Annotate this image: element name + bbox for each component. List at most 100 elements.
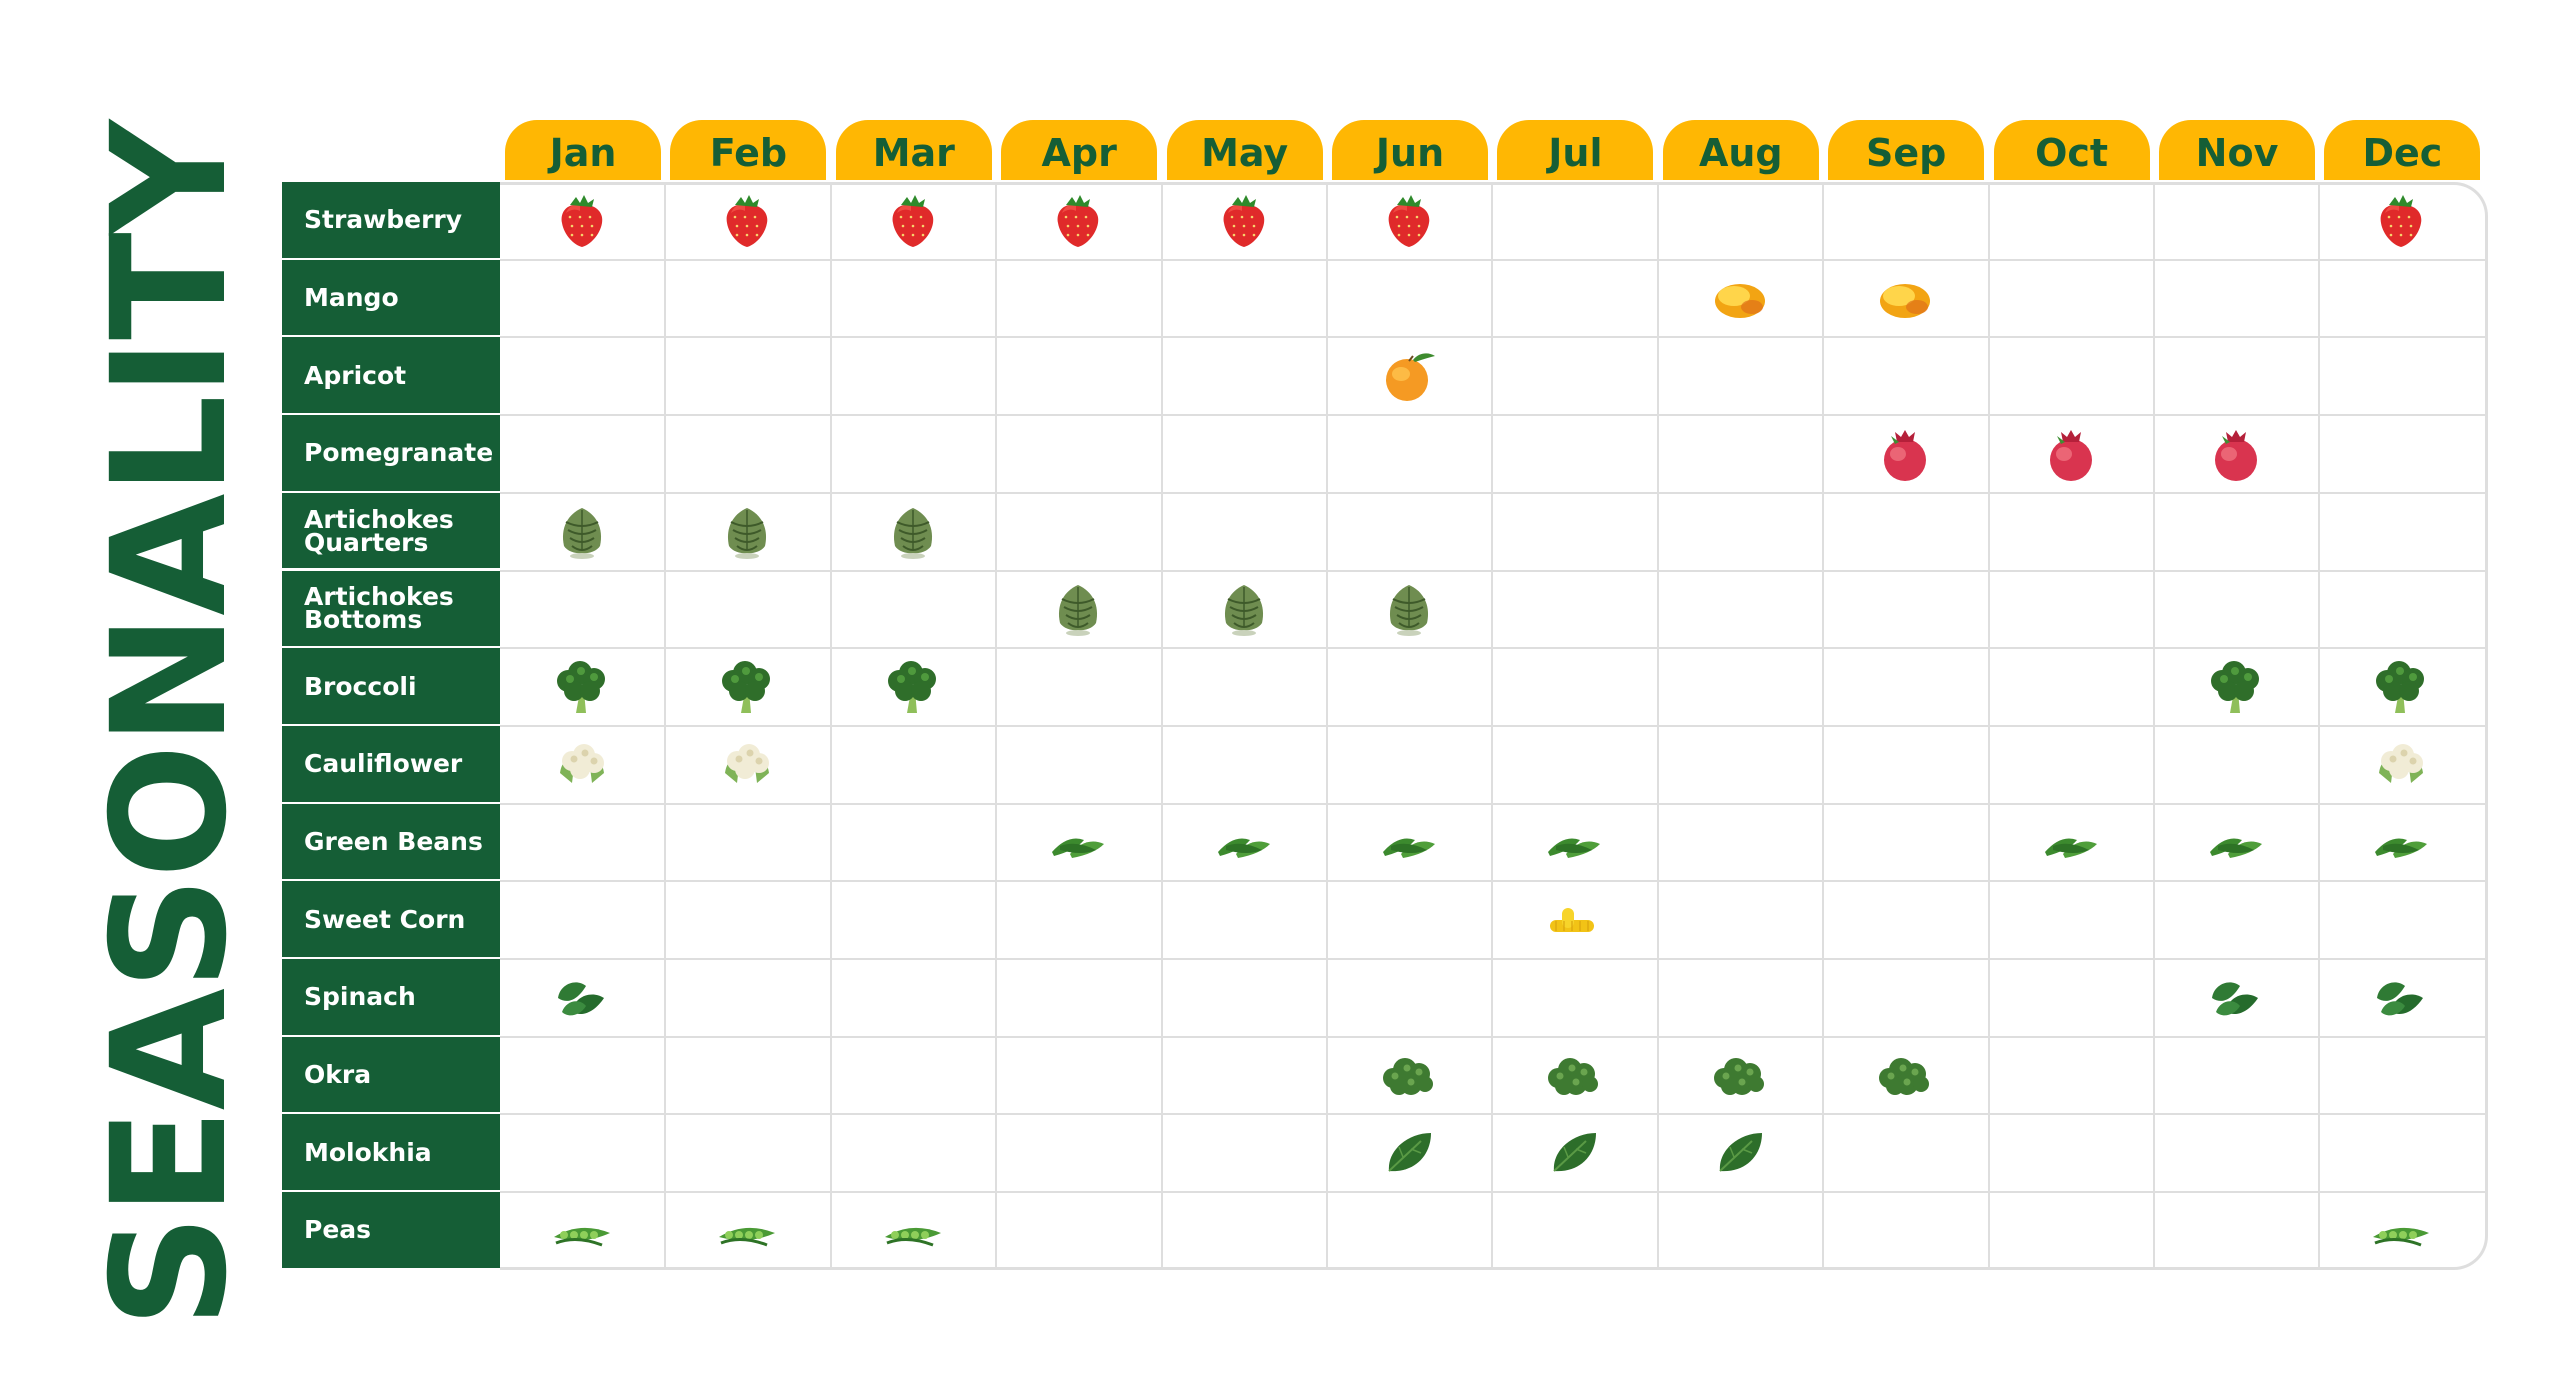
season-cell xyxy=(665,726,829,804)
season-cell xyxy=(1327,182,1491,260)
season-cell xyxy=(2154,804,2318,882)
season-cell xyxy=(1162,804,1326,882)
season-cell xyxy=(665,1192,829,1270)
row-label: Strawberry xyxy=(282,182,500,260)
row-label-text: Cauliflower xyxy=(304,752,462,775)
strawberry-icon xyxy=(2369,189,2433,253)
season-cell xyxy=(1327,1114,1491,1192)
green-beans-icon xyxy=(2039,810,2103,874)
month-header-apr: Apr xyxy=(1001,120,1157,180)
pomegranate-icon xyxy=(2039,422,2103,486)
artichoke-icon xyxy=(881,500,945,564)
row-label-text: Sweet Corn xyxy=(304,908,465,931)
row-label-text: Peas xyxy=(304,1218,371,1241)
month-header-feb: Feb xyxy=(670,120,826,180)
season-cell xyxy=(1658,1037,1822,1115)
season-cell xyxy=(2154,648,2318,726)
season-cell xyxy=(1162,571,1326,649)
season-cell xyxy=(1162,182,1326,260)
pomegranate-icon xyxy=(2204,422,2268,486)
row-label-text: Artichokes Quarters xyxy=(304,508,454,554)
row-label-text: Pomegranate xyxy=(304,441,493,464)
season-cell xyxy=(1492,881,1656,959)
row-label-text: Spinach xyxy=(304,985,416,1008)
strawberry-icon xyxy=(881,189,945,253)
spinach-icon xyxy=(550,966,614,1030)
row-label: Spinach xyxy=(282,959,500,1037)
cauliflower-icon xyxy=(715,733,779,797)
apricot-icon xyxy=(1377,344,1441,408)
peas-icon xyxy=(881,1199,945,1263)
row-label-text: Molokhia xyxy=(304,1141,432,1164)
row-label-text: Artichokes Bottoms xyxy=(304,585,454,631)
month-header-dec: Dec xyxy=(2324,120,2480,180)
season-cell xyxy=(1492,1114,1656,1192)
season-cell xyxy=(500,726,664,804)
spinach-icon xyxy=(2369,966,2433,1030)
season-cell xyxy=(1327,1037,1491,1115)
season-cell xyxy=(1823,1037,1987,1115)
artichoke-icon xyxy=(1212,577,1276,641)
month-header-aug: Aug xyxy=(1663,120,1819,180)
season-cell xyxy=(2319,804,2483,882)
broccoli-icon xyxy=(715,655,779,719)
season-cell xyxy=(500,648,664,726)
pomegranate-icon xyxy=(1873,422,1937,486)
cauliflower-icon xyxy=(550,733,614,797)
season-cell xyxy=(1492,1037,1656,1115)
season-cell xyxy=(665,648,829,726)
row-label: Cauliflower xyxy=(282,726,500,804)
grid-row-divider xyxy=(500,336,2485,338)
month-header-oct: Oct xyxy=(1994,120,2150,180)
row-label-text: Mango xyxy=(304,286,399,309)
strawberry-icon xyxy=(715,189,779,253)
season-cell xyxy=(996,571,1160,649)
row-label-text: Apricot xyxy=(304,364,406,387)
green-beans-icon xyxy=(2204,810,2268,874)
season-cell xyxy=(665,182,829,260)
mango-icon xyxy=(1873,267,1937,331)
row-label: Artichokes Bottoms xyxy=(282,571,500,649)
green-beans-icon xyxy=(1046,810,1110,874)
season-cell xyxy=(996,804,1160,882)
mango-icon xyxy=(1708,267,1772,331)
sweet-corn-icon xyxy=(1542,888,1606,952)
season-cell xyxy=(2319,726,2483,804)
season-cell xyxy=(1989,415,2153,493)
month-header-jul: Jul xyxy=(1497,120,1653,180)
season-cell xyxy=(2154,959,2318,1037)
season-cell xyxy=(831,493,995,571)
season-cell xyxy=(831,182,995,260)
season-cell xyxy=(1327,804,1491,882)
green-beans-icon xyxy=(1212,810,1276,874)
season-cell xyxy=(996,182,1160,260)
season-cell xyxy=(1823,260,1987,338)
season-cell xyxy=(2154,415,2318,493)
row-label-text: Broccoli xyxy=(304,675,417,698)
season-cell xyxy=(500,1192,664,1270)
row-label-text: Okra xyxy=(304,1063,371,1086)
row-label: Mango xyxy=(282,260,500,338)
strawberry-icon xyxy=(1046,189,1110,253)
season-cell xyxy=(2319,1192,2483,1270)
season-cell xyxy=(831,648,995,726)
month-header-sep: Sep xyxy=(1828,120,1984,180)
row-label: Broccoli xyxy=(282,648,500,726)
season-cell xyxy=(500,959,664,1037)
artichoke-icon xyxy=(550,500,614,564)
season-cell xyxy=(500,493,664,571)
peas-icon xyxy=(2369,1199,2433,1263)
season-cell xyxy=(1823,415,1987,493)
season-cell xyxy=(1658,260,1822,338)
okra-icon xyxy=(1542,1044,1606,1108)
strawberry-icon xyxy=(1377,189,1441,253)
broccoli-icon xyxy=(2204,655,2268,719)
row-label: Green Beans xyxy=(282,804,500,882)
season-cell xyxy=(1658,1114,1822,1192)
page-title: SEASONALITY xyxy=(91,122,249,1328)
artichoke-icon xyxy=(1377,577,1441,641)
molokhia-icon xyxy=(1542,1121,1606,1185)
okra-icon xyxy=(1708,1044,1772,1108)
row-label: Pomegranate xyxy=(282,415,500,493)
row-label: Sweet Corn xyxy=(282,881,500,959)
